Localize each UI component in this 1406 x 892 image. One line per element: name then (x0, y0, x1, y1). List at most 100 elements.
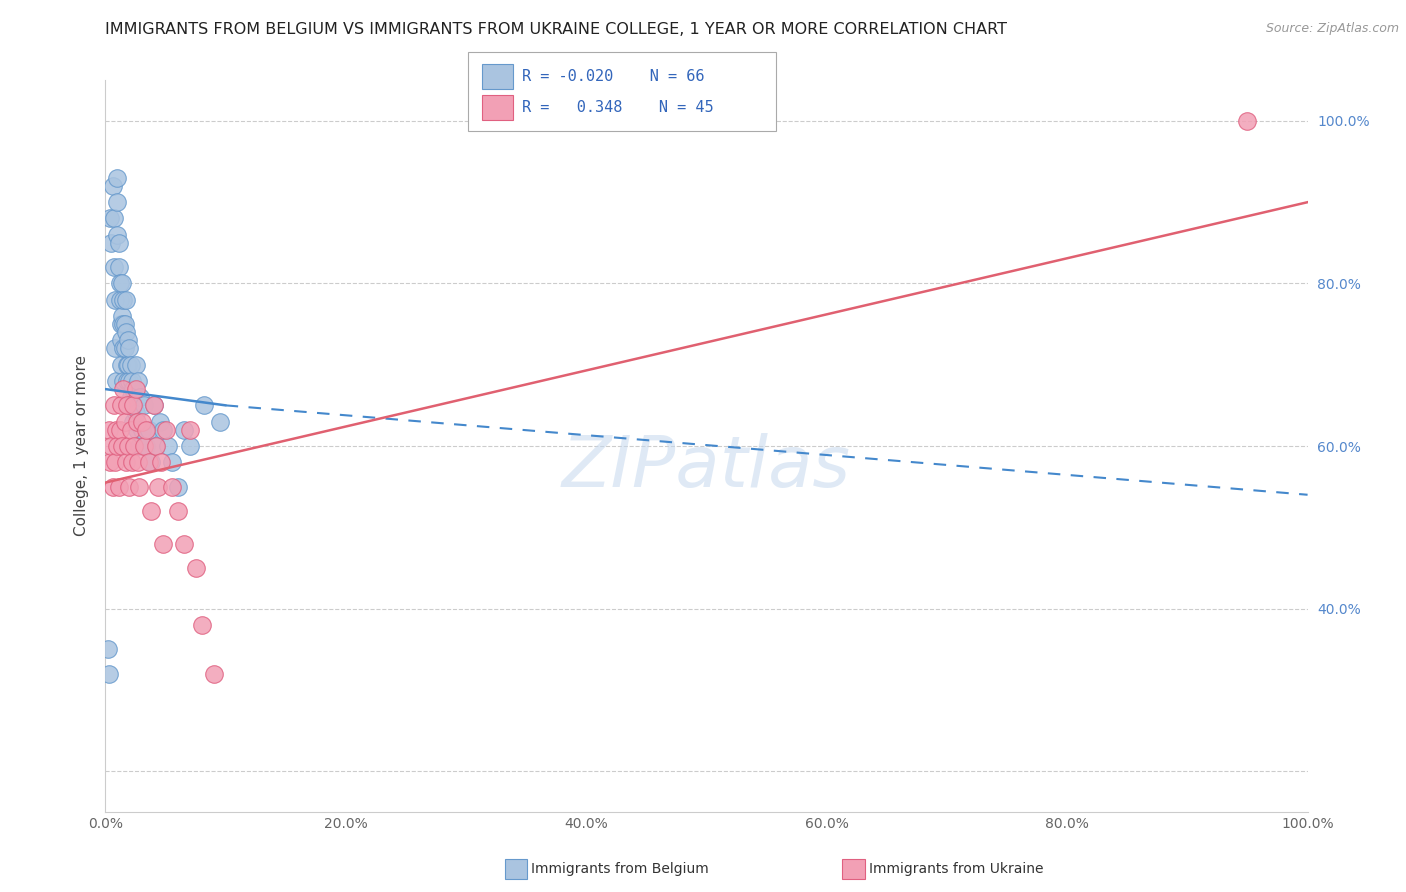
Point (124, 398, 146, 412)
Point (103, 398, 125, 412)
Point (166, 504, 188, 518)
Point (173, 423, 195, 437)
Point (120, 423, 142, 437)
Point (107, 227, 129, 242)
Point (128, 439, 150, 453)
Point (138, 455, 160, 469)
Point (125, 415, 148, 429)
Point (121, 374, 143, 388)
Point (132, 398, 155, 412)
Text: Source: ZipAtlas.com: Source: ZipAtlas.com (1265, 22, 1399, 36)
Point (128, 480, 150, 494)
Point (122, 382, 145, 396)
Point (111, 439, 134, 453)
Point (112, 382, 135, 396)
Point (127, 374, 149, 388)
Point (115, 374, 138, 388)
Point (100, 439, 122, 453)
Point (148, 415, 170, 429)
Point (156, 439, 179, 453)
Point (98, 666, 121, 681)
Point (184, 561, 207, 575)
Point (104, 342, 127, 356)
Point (145, 439, 167, 453)
Point (111, 277, 134, 291)
Point (111, 309, 134, 323)
Point (118, 480, 141, 494)
Point (125, 423, 148, 437)
Point (108, 293, 131, 307)
Point (98, 455, 121, 469)
Point (101, 178, 124, 193)
Point (110, 398, 132, 412)
Point (112, 374, 135, 388)
Point (112, 293, 135, 307)
Point (139, 455, 162, 469)
Text: Immigrants from Belgium: Immigrants from Belgium (531, 862, 709, 876)
Point (208, 415, 231, 429)
Point (122, 398, 145, 412)
Point (121, 398, 143, 412)
Text: ZIPatlas: ZIPatlas (562, 434, 851, 502)
Point (115, 398, 138, 412)
Point (103, 260, 125, 275)
Point (107, 480, 129, 494)
Point (110, 334, 132, 348)
Point (115, 398, 138, 412)
Point (101, 480, 124, 494)
Point (100, 235, 122, 250)
Point (173, 536, 195, 550)
Point (127, 455, 149, 469)
Point (131, 423, 153, 437)
Point (202, 666, 225, 681)
Point (98, 423, 121, 437)
Point (115, 455, 138, 469)
Point (122, 415, 145, 429)
Point (110, 358, 132, 372)
Point (115, 358, 138, 372)
Point (152, 423, 174, 437)
Point (148, 480, 170, 494)
Point (108, 277, 131, 291)
Point (179, 423, 201, 437)
Point (124, 407, 146, 421)
Point (1236, 114, 1258, 128)
Point (166, 480, 188, 494)
Point (160, 455, 183, 469)
Point (160, 480, 183, 494)
Point (97, 642, 120, 657)
Point (121, 455, 143, 469)
Y-axis label: College, 1 year or more: College, 1 year or more (75, 356, 90, 536)
Point (114, 317, 136, 331)
Point (179, 439, 201, 453)
Point (118, 374, 141, 388)
Text: Immigrants from Ukraine: Immigrants from Ukraine (869, 862, 1043, 876)
Point (124, 439, 146, 453)
Point (115, 325, 138, 339)
Point (107, 170, 129, 185)
Point (117, 439, 139, 453)
Point (155, 423, 177, 437)
Point (115, 293, 138, 307)
Point (108, 423, 131, 437)
Point (105, 374, 128, 388)
Point (118, 342, 141, 356)
Point (114, 415, 136, 429)
Text: IMMIGRANTS FROM BELGIUM VS IMMIGRANTS FROM UKRAINE COLLEGE, 1 YEAR OR MORE CORRE: IMMIGRANTS FROM BELGIUM VS IMMIGRANTS FR… (105, 22, 1008, 37)
Point (114, 342, 136, 356)
Point (142, 398, 165, 412)
Point (107, 235, 129, 250)
Point (120, 390, 142, 404)
Point (138, 423, 160, 437)
Point (135, 423, 157, 437)
Point (124, 358, 146, 372)
Point (139, 504, 162, 518)
Point (131, 415, 153, 429)
Point (135, 439, 157, 453)
Point (132, 439, 155, 453)
Point (103, 211, 125, 226)
Point (107, 439, 129, 453)
Point (145, 439, 167, 453)
Point (190, 617, 212, 632)
Point (110, 317, 132, 331)
